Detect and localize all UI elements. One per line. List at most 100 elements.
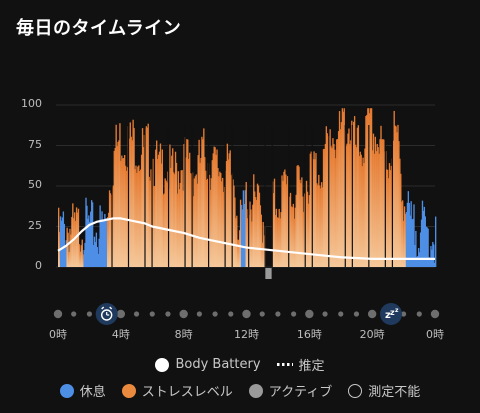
- stress-bar: [308, 195, 311, 267]
- stress-bar: [367, 108, 369, 268]
- stress-bar: [182, 190, 184, 267]
- alarm-clock-icon: [100, 309, 113, 321]
- estimated-dash-icon: [276, 363, 293, 366]
- stress-bar: [198, 139, 200, 267]
- stress-bar: [138, 165, 140, 267]
- stress-bar: [369, 113, 371, 267]
- stress-bar: [309, 153, 311, 267]
- alarm-clock-bell: [101, 306, 105, 310]
- stress-bar: [149, 180, 151, 267]
- stress-bar: [364, 148, 366, 267]
- stress-bar: [383, 139, 385, 267]
- legend-stress[interactable]: ストレスレベル: [121, 381, 233, 400]
- legend-unmeasurable[interactable]: 測定不能: [348, 381, 420, 400]
- stress-bar: [282, 180, 284, 267]
- rest-bar: [105, 218, 107, 267]
- rest-bar: [104, 213, 106, 267]
- y-tick-label: 0: [35, 259, 42, 272]
- legend-unmeasurable-label: 測定不能: [368, 385, 421, 400]
- track-minor-dot: [86, 311, 93, 317]
- rest-bar: [418, 248, 420, 267]
- legend-body-battery[interactable]: Body Battery: [155, 357, 261, 372]
- stress-bar: [382, 139, 384, 267]
- rest-bar: [243, 204, 246, 267]
- stress-bar: [376, 143, 378, 267]
- rest-bar: [244, 190, 246, 267]
- stress-bar: [130, 136, 132, 267]
- stress-bar: [233, 185, 235, 267]
- stress-bar: [356, 127, 359, 268]
- stress-bar: [254, 191, 256, 267]
- stress-bar: [213, 146, 215, 267]
- sleep-zzz-icon: z: [395, 307, 399, 314]
- legend-rest-label: 休息: [79, 385, 106, 400]
- stress-bar: [346, 143, 348, 267]
- stress-bar: [176, 193, 179, 267]
- rest-bar: [61, 217, 64, 267]
- x-tick-label: 20時: [359, 328, 385, 341]
- stress-bar: [388, 163, 391, 267]
- track-major-dot: [242, 309, 251, 319]
- stress-bar: [359, 151, 361, 267]
- stress-bar: [117, 141, 119, 267]
- legend-estimated[interactable]: 推定: [276, 355, 325, 374]
- stress-bar: [295, 194, 297, 267]
- stress-bar: [246, 218, 248, 267]
- rest-bar: [422, 210, 425, 267]
- stress-bar: [390, 165, 393, 267]
- track-major-dot: [179, 309, 188, 319]
- stress-bar: [170, 167, 172, 267]
- stress-bar: [72, 203, 74, 267]
- track-minor-dot: [71, 311, 77, 317]
- stress-bar: [239, 199, 242, 267]
- x-tick-label: 4時: [111, 328, 130, 341]
- stress-bar: [206, 178, 209, 267]
- legend-rest[interactable]: 休息: [59, 381, 106, 400]
- stress-bar: [394, 125, 396, 268]
- stress-bar: [253, 174, 255, 267]
- stress-bar: [353, 121, 355, 267]
- stress-bar: [294, 207, 296, 267]
- rest-bar: [102, 220, 104, 267]
- rest-bar: [88, 215, 90, 267]
- stress-bar: [238, 239, 240, 267]
- stress-bar: [273, 178, 276, 267]
- stress-bar: [113, 150, 115, 267]
- rest-bar: [430, 246, 432, 267]
- stress-bar: [80, 245, 82, 267]
- stress-bar: [300, 183, 302, 267]
- stress-bar: [258, 192, 261, 267]
- stress-bar: [222, 192, 225, 267]
- stress-bar: [120, 160, 122, 267]
- gap-line: [184, 125, 186, 267]
- stress-bar: [287, 176, 289, 267]
- stress-bar: [171, 155, 173, 267]
- rest-bar: [106, 218, 108, 267]
- stress-bar: [188, 158, 190, 267]
- rest-bar: [434, 262, 436, 267]
- rest-bar: [433, 244, 435, 267]
- rest-bar: [416, 256, 418, 267]
- legend-active[interactable]: アクティブ: [248, 381, 332, 400]
- stress-bar: [155, 149, 157, 267]
- stress-bar: [225, 161, 228, 267]
- stress-bar: [156, 140, 158, 267]
- stress-bar: [118, 140, 120, 267]
- stress-bar: [211, 160, 213, 267]
- rest-bar: [409, 215, 411, 267]
- stress-bar: [350, 140, 352, 267]
- stress-bar: [81, 239, 83, 267]
- y-tick-label: 75: [28, 137, 42, 151]
- gap-line: [127, 125, 130, 267]
- stress-bar: [303, 211, 305, 267]
- stress-bar: [358, 156, 360, 267]
- rest-bar: [426, 227, 428, 267]
- stress-bar: [208, 174, 211, 267]
- stress-bar: [342, 111, 344, 267]
- stress-bar: [180, 170, 182, 267]
- stress-bar: [251, 221, 253, 267]
- x-tick-label: 0時: [49, 328, 67, 341]
- stress-bar: [173, 174, 176, 267]
- stress-bar: [313, 151, 315, 267]
